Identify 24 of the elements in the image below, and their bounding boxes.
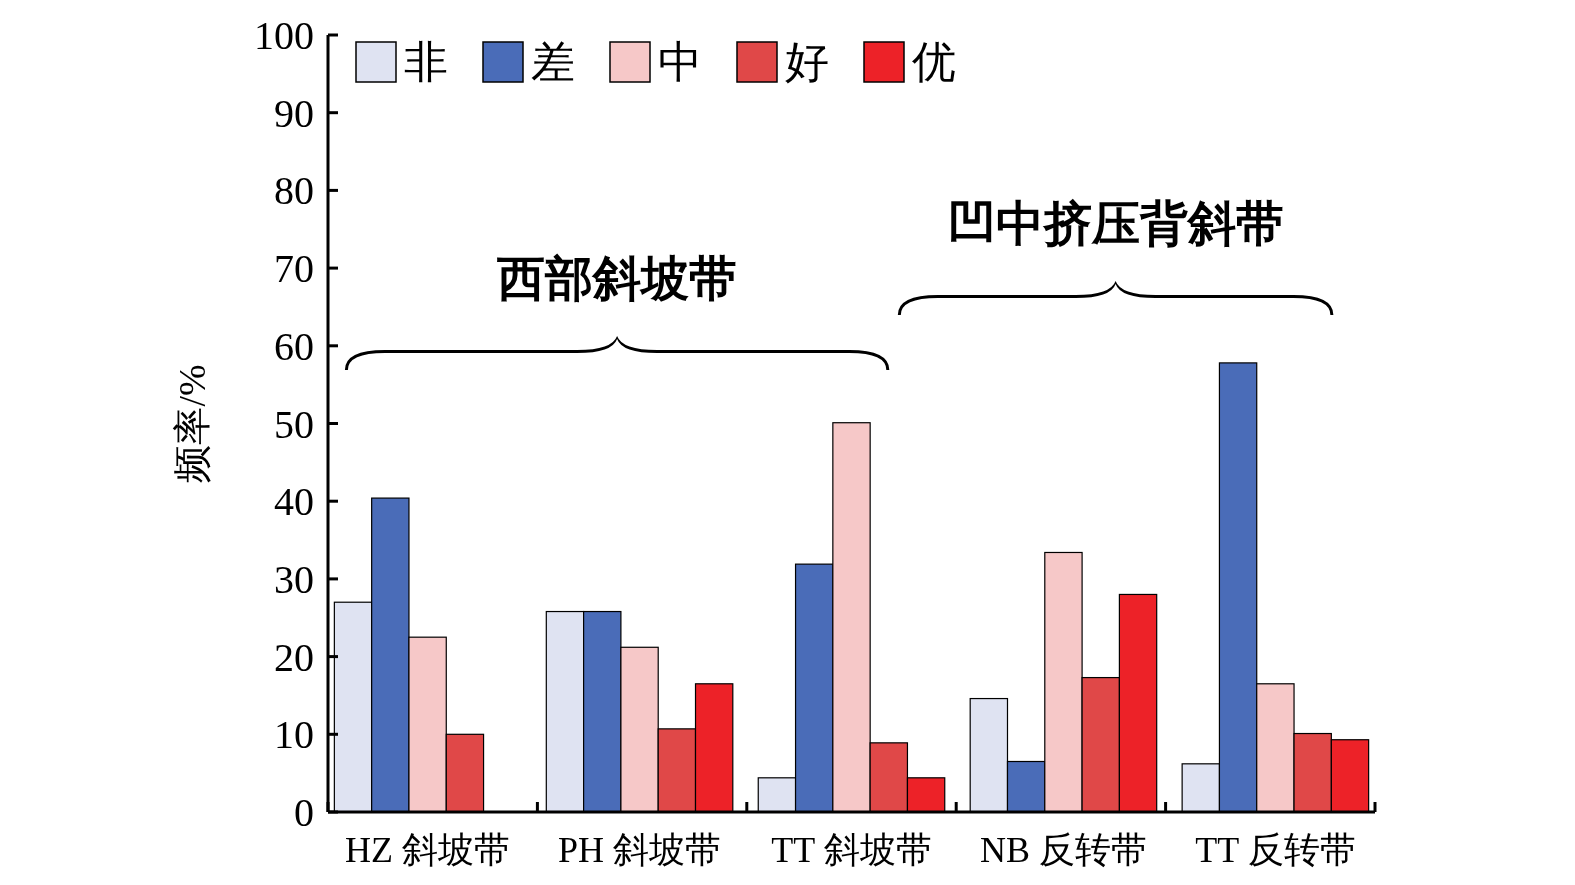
legend-label: 中 — [658, 38, 702, 88]
y-tick-label: 20 — [274, 634, 314, 680]
y-axis-title: 频率/% — [171, 364, 213, 483]
x-tick-label: NB 反转带 — [979, 830, 1147, 870]
x-tick-label: TT 反转带 — [1195, 830, 1356, 870]
x-tick-label: TT 斜坡带 — [771, 830, 932, 870]
y-tick-label: 10 — [274, 712, 314, 758]
legend-label: 好 — [785, 38, 829, 88]
y-tick-label: 60 — [274, 323, 314, 369]
y-tick-label: 100 — [254, 13, 314, 58]
annotation: 西部斜坡带 — [496, 252, 738, 305]
annotation: 凹中挤压背斜带 — [947, 197, 1284, 250]
y-tick-label: 50 — [274, 401, 314, 447]
x-tick-label: PH 斜坡带 — [558, 830, 722, 870]
legend-label: 非 — [404, 38, 448, 88]
y-tick-label: 40 — [274, 479, 314, 525]
legend-label: 优 — [912, 38, 956, 88]
x-tick-label: HZ 斜坡带 — [345, 830, 511, 870]
legend-label: 差 — [531, 38, 575, 88]
y-tick-label: 0 — [294, 790, 314, 835]
y-tick-label: 80 — [274, 168, 314, 214]
y-tick-label: 90 — [274, 90, 314, 136]
y-tick-label: 70 — [274, 246, 314, 292]
y-tick-label: 30 — [274, 556, 314, 602]
